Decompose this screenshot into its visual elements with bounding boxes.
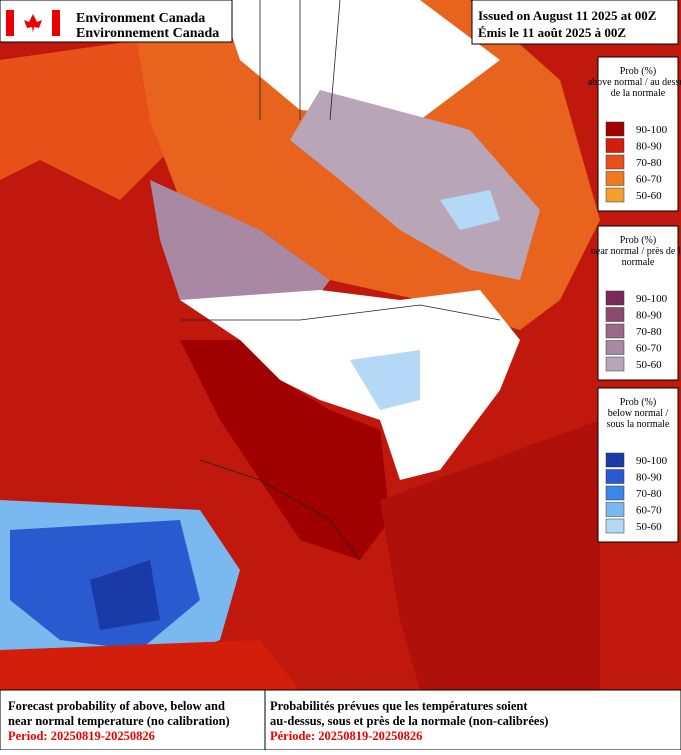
footer-period: Period: 20250819-20250826 bbox=[8, 729, 155, 743]
legend-swatch bbox=[605, 485, 625, 501]
issued-fr: Émis le 11 août 2025 à 00Z bbox=[478, 25, 626, 40]
legend-label: 70-80 bbox=[636, 157, 662, 169]
legend-title: below normal / bbox=[608, 408, 669, 419]
legend-label: 70-80 bbox=[636, 488, 662, 500]
legend-title: normale bbox=[622, 257, 655, 268]
footer-en: Forecast probability of above, below and bbox=[8, 699, 225, 713]
legend-label: 50-60 bbox=[636, 359, 662, 371]
legend-swatch bbox=[605, 518, 625, 534]
legend-title: sous la normale bbox=[607, 419, 670, 430]
legend-label: 80-90 bbox=[636, 472, 662, 484]
legend-swatch bbox=[605, 307, 625, 322]
issued-box bbox=[471, 0, 679, 45]
legend-swatch bbox=[605, 452, 625, 468]
footer-fr: Probabilités prévues que les température… bbox=[270, 699, 528, 713]
legend-swatch bbox=[605, 290, 625, 306]
maple-leaf bbox=[24, 14, 42, 33]
legend-label: 80-90 bbox=[636, 310, 662, 322]
legend-label: 60-70 bbox=[636, 505, 662, 517]
legend-label: 90-100 bbox=[636, 124, 668, 136]
legend-swatch bbox=[605, 356, 625, 372]
legend-title: Prob (%) bbox=[620, 397, 656, 408]
agency-fr: Environnement Canada bbox=[76, 26, 219, 41]
legend-swatch bbox=[605, 340, 625, 355]
legend-label: 50-60 bbox=[636, 521, 662, 533]
agency-en: Environment Canada bbox=[76, 11, 205, 26]
legend-swatch bbox=[605, 187, 625, 203]
footer-en: near normal temperature (no calibration) bbox=[8, 714, 230, 728]
legend-label: 60-70 bbox=[636, 174, 662, 186]
footer-period: Période: 20250819-20250826 bbox=[270, 729, 422, 743]
legend-swatch bbox=[605, 121, 625, 137]
legend-label: 70-80 bbox=[636, 326, 662, 338]
legend-swatch bbox=[605, 154, 625, 170]
legend-swatch bbox=[605, 469, 625, 484]
legend-swatch bbox=[605, 171, 625, 186]
legend-label: 60-70 bbox=[636, 343, 662, 355]
footer-fr: au-dessus, sous et près de la normale (n… bbox=[270, 714, 548, 728]
legend-label: 90-100 bbox=[636, 293, 668, 305]
legend-title: Prob (%) bbox=[620, 235, 656, 246]
legend-title: de la normale bbox=[611, 88, 666, 99]
map-boundaries bbox=[180, 0, 501, 561]
legend-swatch bbox=[605, 502, 625, 517]
flag-band bbox=[52, 10, 60, 36]
legend-swatch bbox=[605, 323, 625, 339]
legend-title: above normal / au dessus bbox=[588, 77, 681, 88]
legend-title: near normal / près de la bbox=[591, 246, 681, 257]
map-field bbox=[0, 0, 600, 690]
legend-label: 50-60 bbox=[636, 190, 662, 202]
issued-en: Issued on August 11 2025 at 00Z bbox=[478, 8, 657, 23]
legend-label: 90-100 bbox=[636, 455, 668, 467]
footer-box bbox=[0, 689, 681, 751]
legend-title: Prob (%) bbox=[620, 66, 656, 77]
flag-band bbox=[6, 10, 14, 36]
legend-swatch bbox=[605, 138, 625, 153]
header-box bbox=[0, 0, 233, 43]
legend-label: 80-90 bbox=[636, 141, 662, 153]
